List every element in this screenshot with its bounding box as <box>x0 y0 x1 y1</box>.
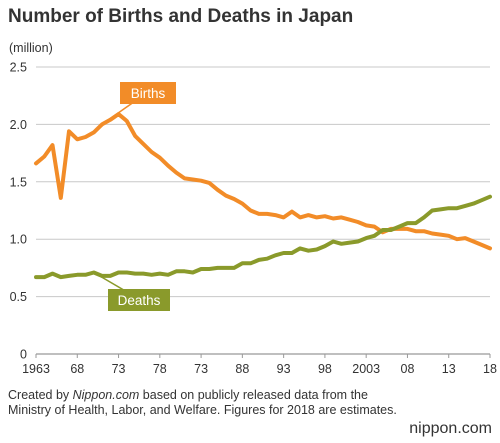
x-tick-label: 93 <box>277 362 291 376</box>
x-tick-label: 18 <box>483 362 497 376</box>
x-tick-label: 73 <box>112 362 126 376</box>
nippon-logo: nippon.com <box>409 420 492 437</box>
series-label-births: Births <box>131 86 166 101</box>
callout-box-deaths <box>108 289 170 311</box>
y-tick-label: 1.0 <box>10 233 27 247</box>
chart-title: Number of Births and Deaths in Japan <box>8 6 354 27</box>
y-tick-label: 2.5 <box>10 61 27 75</box>
callout-box-births <box>120 82 176 104</box>
series-line-deaths <box>34 194 492 280</box>
x-tick-label: 88 <box>235 362 249 376</box>
x-tick-label: 78 <box>153 362 167 376</box>
source-prefix: Created by <box>8 388 73 402</box>
x-tick-label: 13 <box>442 362 456 376</box>
y-unit-label: (million) <box>9 41 53 55</box>
x-tick-label: 73 <box>194 362 208 376</box>
series-line-births <box>34 112 492 251</box>
y-tick-label: 2.0 <box>10 118 27 132</box>
x-tick-label: 1963 <box>22 362 50 376</box>
source-note: Created by Nippon.com based on publicly … <box>8 388 398 418</box>
x-tick-label: 08 <box>401 362 415 376</box>
x-tick-label: 98 <box>318 362 332 376</box>
y-tick-label: 1.5 <box>10 175 27 189</box>
y-tick-label: 0.5 <box>10 290 27 304</box>
x-tick-label: 68 <box>70 362 84 376</box>
y-tick-label: 0 <box>20 348 27 362</box>
source-site: Nippon.com <box>72 388 140 402</box>
series-label-deaths: Deaths <box>118 293 161 308</box>
source-rest: based on publicly released data from the… <box>8 388 397 417</box>
x-tick-label: 2003 <box>352 362 380 376</box>
